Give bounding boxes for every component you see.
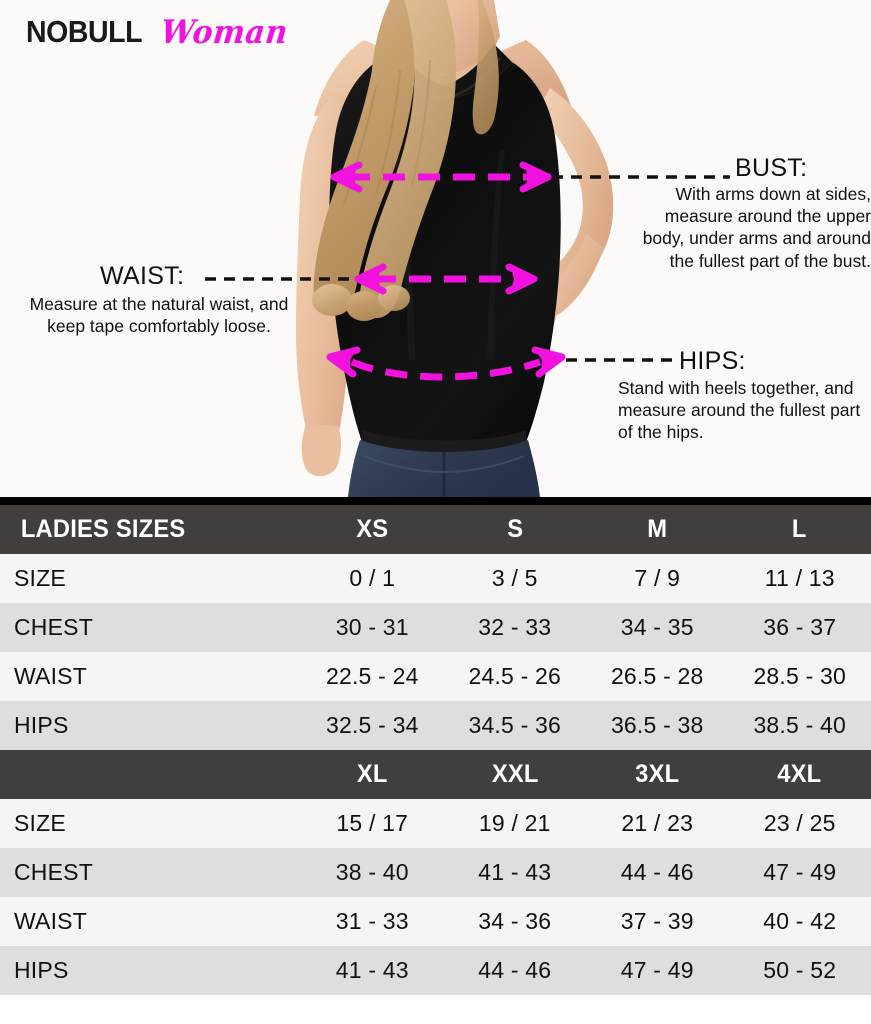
cell-value: 30 - 31 <box>335 614 409 640</box>
cell-value: 32 - 33 <box>478 614 552 640</box>
table-row: HIPS 32.5 - 34 34.5 - 36 36.5 - 38 38.5 … <box>0 701 871 750</box>
table-row: SIZE 0 / 1 3 / 5 7 / 9 11 / 13 <box>0 554 871 603</box>
cell-value: 47 - 49 <box>763 859 837 885</box>
cell-value: 41 - 43 <box>335 957 409 983</box>
table-row: CHEST 38 - 40 41 - 43 44 - 46 47 - 49 <box>0 848 871 897</box>
cell-value: 44 - 46 <box>478 957 552 983</box>
cell-value: 36.5 - 38 <box>610 712 704 738</box>
hero-table-divider <box>0 497 871 505</box>
cell-value: 3 / 5 <box>491 565 538 591</box>
table-row: SIZE 15 / 17 19 / 21 21 / 23 23 / 25 <box>0 799 871 848</box>
model-photo <box>244 0 644 497</box>
row-label: CHEST <box>14 859 93 885</box>
table-row: WAIST 31 - 33 34 - 36 37 - 39 40 - 42 <box>0 897 871 946</box>
cell-value: 38.5 - 40 <box>753 712 847 738</box>
callout-hips: HIPS: Stand with heels together, and mea… <box>618 347 871 444</box>
callout-hips-title: HIPS: <box>679 347 746 375</box>
cell-value: 31 - 33 <box>335 908 409 934</box>
brand-subtitle: Woman <box>159 13 290 52</box>
brand-name: NOBULL <box>26 14 143 49</box>
table-header-row-1: LADIES SIZES XS S M L <box>0 505 871 554</box>
row-label: HIPS <box>14 712 69 738</box>
brand-logo: NOBULL Woman <box>26 13 290 52</box>
cell-value: 40 - 42 <box>763 908 837 934</box>
cell-value: 24.5 - 26 <box>468 663 562 689</box>
table-header-size-xs: XS <box>356 515 389 543</box>
callout-waist: WAIST: Measure at the natural waist, and… <box>30 262 380 337</box>
table-row: CHEST 30 - 31 32 - 33 34 - 35 36 - 37 <box>0 603 871 652</box>
row-label: HIPS <box>14 957 69 983</box>
cell-value: 37 - 39 <box>620 908 694 934</box>
callout-bust: BUST: With arms down at sides, measure a… <box>643 154 871 272</box>
table-row: HIPS 41 - 43 44 - 46 47 - 49 50 - 52 <box>0 946 871 995</box>
callout-hips-text: Stand with heels together, and measure a… <box>618 378 861 443</box>
table-header-size-3xl: 3XL <box>635 760 680 788</box>
cell-value: 44 - 46 <box>620 859 694 885</box>
cell-value: 22.5 - 24 <box>325 663 419 689</box>
hero-section: NOBULL Woman <box>0 0 871 497</box>
size-chart-table: LADIES SIZES XS S M L SIZE 0 / 1 3 / 5 7… <box>0 505 871 995</box>
cell-value: 15 / 17 <box>336 810 409 836</box>
callout-bust-title: BUST: <box>735 154 808 182</box>
cell-value: 26.5 - 28 <box>610 663 704 689</box>
cell-value: 19 / 21 <box>478 810 551 836</box>
table-row: WAIST 22.5 - 24 24.5 - 26 26.5 - 28 28.5… <box>0 652 871 701</box>
table-header-size-xxl: XXL <box>491 760 539 788</box>
row-label: WAIST <box>14 908 87 934</box>
table-header-size-l: L <box>792 515 808 543</box>
cell-value: 34 - 36 <box>478 908 552 934</box>
callout-waist-title: WAIST: <box>100 262 185 290</box>
callout-waist-text: Measure at the natural waist, and keep t… <box>29 294 289 337</box>
cell-value: 38 - 40 <box>335 859 409 885</box>
table-header-row-2: XL XXL 3XL 4XL <box>0 750 871 799</box>
cell-value: 7 / 9 <box>634 565 681 591</box>
cell-value: 21 / 23 <box>621 810 694 836</box>
table-header-size-4xl: 4XL <box>777 760 822 788</box>
table-header-size-m: M <box>647 515 668 543</box>
cell-value: 36 - 37 <box>763 614 837 640</box>
model-illustration <box>244 0 644 497</box>
row-label: SIZE <box>14 565 66 591</box>
table-header-label: LADIES SIZES <box>20 515 186 543</box>
row-label: SIZE <box>14 810 66 836</box>
cell-value: 23 / 25 <box>763 810 836 836</box>
table-header-label-2 <box>8 750 294 799</box>
cell-value: 34 - 35 <box>620 614 694 640</box>
row-label: CHEST <box>14 614 93 640</box>
cell-value: 11 / 13 <box>764 565 835 591</box>
table-header-size-xl: XL <box>356 760 388 788</box>
row-label: WAIST <box>14 663 87 689</box>
cell-value: 50 - 52 <box>763 957 837 983</box>
cell-value: 32.5 - 34 <box>325 712 419 738</box>
cell-value: 41 - 43 <box>478 859 552 885</box>
cell-value: 34.5 - 36 <box>468 712 562 738</box>
cell-value: 28.5 - 30 <box>753 663 847 689</box>
callout-bust-text: With arms down at sides, measure around … <box>642 184 871 271</box>
cell-value: 47 - 49 <box>620 957 694 983</box>
size-table-container: LADIES SIZES XS S M L SIZE 0 / 1 3 / 5 7… <box>0 505 871 995</box>
table-header-size-s: S <box>506 515 523 543</box>
cell-value: 0 / 1 <box>349 565 396 591</box>
